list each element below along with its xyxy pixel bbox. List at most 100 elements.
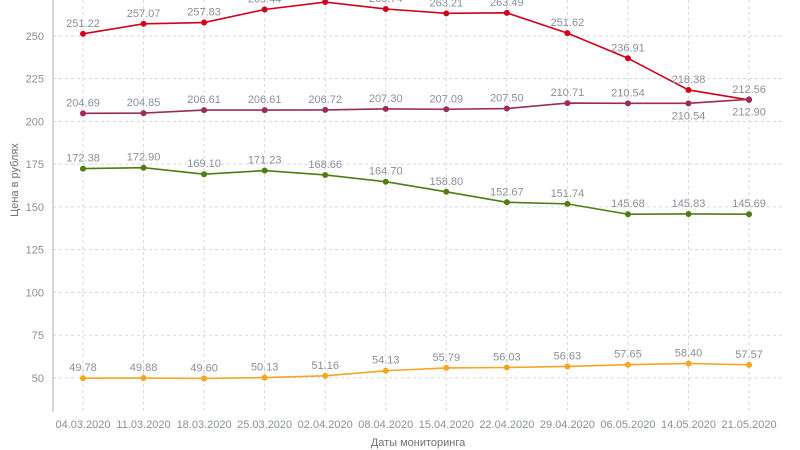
- data-point: [80, 165, 86, 172]
- data-point: [443, 10, 450, 17]
- data-label: 204.69: [66, 97, 100, 109]
- data-label: 206.61: [187, 94, 221, 106]
- data-point: [746, 361, 753, 368]
- data-label: 56.03: [493, 352, 521, 364]
- data-point: [685, 86, 692, 93]
- data-point: [261, 6, 268, 13]
- data-point: [201, 375, 208, 382]
- x-tick-label: 21.05.2020: [722, 419, 777, 431]
- data-point: [746, 96, 753, 103]
- x-tick-label: 14.05.2020: [661, 419, 716, 431]
- series-group: 251.22257.07257.83265.44269.80265.74263.…: [66, 0, 766, 382]
- series-line: [82, 98, 750, 115]
- data-point: [201, 19, 208, 26]
- data-point: [564, 30, 571, 37]
- data-point: [685, 100, 692, 107]
- data-label: 54.13: [372, 355, 400, 367]
- data-point: [261, 167, 268, 174]
- data-label: 172.90: [127, 152, 161, 164]
- data-point: [322, 0, 329, 6]
- x-axis-title: Даты мониторинга: [371, 437, 466, 449]
- data-point: [624, 361, 631, 368]
- x-tick-label: 18.03.2020: [177, 419, 232, 431]
- data-point: [685, 210, 692, 217]
- data-label: 169.10: [187, 158, 221, 170]
- data-point: [624, 55, 631, 62]
- data-point: [140, 164, 147, 171]
- data-point: [140, 375, 147, 382]
- data-label: 172.38: [66, 153, 100, 165]
- x-tick-label: 08.04.2020: [358, 419, 413, 431]
- data-point: [503, 364, 510, 371]
- data-label: 158.80: [429, 176, 463, 188]
- x-tick-label: 22.04.2020: [479, 419, 534, 431]
- y-axis-title: Цена в рублях: [9, 143, 21, 217]
- data-point: [564, 363, 571, 370]
- series-line: [82, 1, 750, 101]
- series-line: [82, 166, 750, 216]
- series-4: 49.78 49.88 49.60 50.13 51.16 54.13 55.79 56.03…: [69, 347, 763, 382]
- data-point: [503, 9, 510, 16]
- x-tick-label: 02.04.2020: [298, 419, 353, 431]
- data-label: 265.44: [248, 0, 282, 6]
- data-label: 212.56: [732, 84, 766, 96]
- data-label: 57.57: [735, 349, 763, 361]
- y-tick-label: 175: [26, 159, 44, 171]
- data-point: [443, 106, 450, 113]
- data-point: [261, 374, 268, 381]
- data-label: 171.23: [248, 155, 282, 167]
- data-label: 206.72: [308, 94, 342, 106]
- data-label: 257.83: [187, 7, 221, 19]
- y-tick-label: 250: [26, 31, 44, 43]
- data-label: 207.09: [429, 93, 463, 105]
- data-point: [80, 30, 86, 37]
- data-label: 257.07: [127, 8, 161, 20]
- data-label: 251.62: [551, 17, 585, 29]
- x-tick-label: 25.03.2020: [237, 419, 292, 431]
- data-point: [685, 360, 692, 367]
- y-ticks: 50 75 100 125 150 175 200 225 250: [26, 31, 44, 385]
- series-2: 204.69 204.85 206.61 206.61 206.72 207.30 207.…: [66, 87, 766, 122]
- y-tick-label: 150: [26, 202, 44, 214]
- y-tick-label: 100: [26, 287, 44, 299]
- data-point: [564, 100, 571, 107]
- data-point: [564, 200, 571, 207]
- y-tick-label: 125: [26, 245, 44, 257]
- data-label: 206.61: [248, 94, 282, 106]
- data-label: 263.49: [490, 0, 524, 9]
- data-point: [382, 178, 389, 185]
- x-tick-label: 15.04.2020: [419, 419, 474, 431]
- data-point: [322, 106, 329, 113]
- x-tick-label: 11.03.2020: [116, 419, 170, 431]
- series-line: [82, 362, 750, 380]
- data-label: 212.90: [732, 106, 766, 118]
- series-1: 251.22257.07257.83265.44269.80265.74263.…: [66, 0, 766, 103]
- x-tick-label: 29.04.2020: [540, 419, 595, 431]
- data-label: 145.68: [611, 198, 645, 210]
- data-label: 236.91: [611, 42, 645, 54]
- data-label: 168.66: [308, 159, 342, 171]
- data-label: 49.60: [190, 362, 218, 374]
- data-point: [443, 364, 450, 371]
- data-label: 210.54: [672, 110, 706, 122]
- x-ticks: 04.03.2020 11.03.2020 18.03.2020 25.03.2020…: [55, 419, 776, 431]
- data-label: 49.78: [69, 362, 97, 374]
- data-point: [382, 105, 389, 112]
- grid: [53, 0, 785, 412]
- data-point: [624, 100, 631, 107]
- data-point: [80, 110, 86, 117]
- data-point: [140, 20, 147, 27]
- data-point: [201, 107, 208, 114]
- data-label: 51.16: [311, 360, 339, 372]
- x-tick-label: 06.05.2020: [600, 419, 655, 431]
- y-tick-label: 50: [32, 373, 44, 385]
- data-label: 218.38: [672, 74, 706, 86]
- data-point: [261, 107, 268, 114]
- data-label: 57.65: [614, 349, 642, 361]
- data-point: [322, 372, 329, 379]
- data-label: 152.67: [490, 186, 524, 198]
- data-label: 210.54: [611, 87, 645, 99]
- data-label: 49.88: [130, 362, 158, 374]
- data-point: [382, 367, 389, 374]
